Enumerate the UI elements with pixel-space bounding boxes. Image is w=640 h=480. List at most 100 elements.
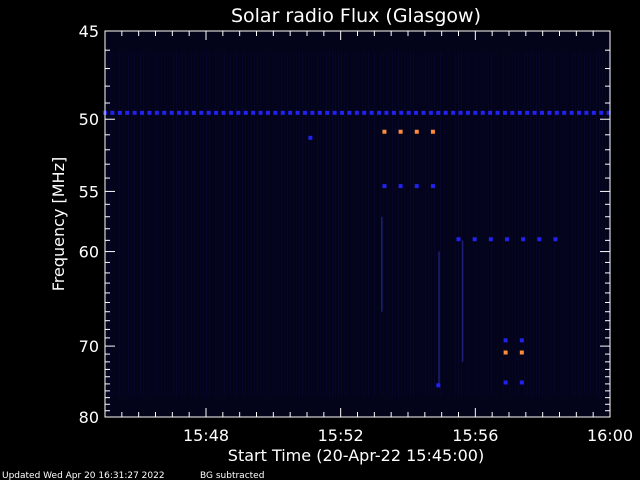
feature-dash: [214, 110, 219, 115]
noise-streak: [206, 51, 207, 397]
noise-streak: [452, 51, 453, 397]
noise-streak: [518, 51, 519, 397]
noise-streak: [497, 51, 498, 397]
noise-streak: [533, 51, 534, 397]
noise-streak: [299, 51, 300, 397]
noise-streak: [599, 51, 600, 397]
noise-streak: [569, 51, 570, 397]
noise-streak: [224, 51, 225, 397]
noise-streak: [263, 51, 264, 397]
noise-streak: [371, 51, 372, 397]
noise-streak: [566, 51, 567, 397]
noise-streak: [431, 51, 432, 397]
noise-streak: [329, 51, 330, 397]
feature-dash: [221, 110, 226, 115]
noise-streak: [455, 51, 456, 397]
noise-streak: [395, 51, 396, 397]
y-axis-label: Frequency [MHz]: [49, 157, 68, 291]
noise-streak: [164, 51, 165, 397]
feature-spot: [436, 383, 441, 388]
noise-streak: [338, 51, 339, 397]
noise-streak: [572, 51, 573, 397]
feature-dash: [503, 350, 508, 355]
feature-dash: [414, 129, 419, 134]
noise-streak: [317, 51, 318, 397]
noise-streak: [170, 51, 171, 397]
feature-dash: [369, 110, 374, 115]
feature-dash: [191, 110, 196, 115]
feature-dash: [377, 110, 382, 115]
noise-streak: [473, 51, 474, 397]
axis-ticks: 15:48 15:52 15:56 16:00 45 50 55 60 70 80: [79, 22, 633, 445]
noise-streak: [407, 51, 408, 397]
feature-dash: [384, 110, 389, 115]
noise-streak: [515, 51, 516, 397]
noise-streak: [485, 51, 486, 397]
noise-streak: [215, 51, 216, 397]
noise-streak: [269, 51, 270, 397]
feature-dash: [332, 110, 337, 115]
noise-streak: [200, 51, 201, 397]
burst-streak: [438, 251, 440, 384]
noise-streak: [383, 51, 384, 397]
noise-streak: [596, 51, 597, 397]
noise-streak: [137, 51, 138, 397]
noise-streak: [578, 51, 579, 397]
noise-streak: [152, 51, 153, 397]
noise-streak: [326, 51, 327, 397]
noise-streak: [116, 51, 117, 397]
feature-dash: [584, 110, 589, 115]
y-tick-label: 50: [79, 110, 99, 129]
noise-streak: [488, 51, 489, 397]
feature-dash: [525, 110, 530, 115]
feature-dash: [177, 110, 182, 115]
noise-streak: [527, 51, 528, 397]
feature-dash: [488, 237, 493, 242]
feature-dash: [502, 110, 507, 115]
feature-dash: [347, 110, 352, 115]
noise-streak: [386, 51, 387, 397]
noise-streak: [179, 51, 180, 397]
feature-dash: [430, 129, 435, 134]
noise-streak: [254, 51, 255, 397]
noise-streak: [251, 51, 252, 397]
noise-streak: [275, 51, 276, 397]
noise-streak: [380, 51, 381, 397]
feature-dash: [480, 110, 485, 115]
feature-dash: [162, 110, 167, 115]
noise-streak: [257, 51, 258, 397]
feature-dash: [443, 110, 448, 115]
noise-streak: [443, 51, 444, 397]
footer-updated: Updated Wed Apr 20 16:31:27 2022: [2, 471, 165, 480]
feature-dash: [110, 110, 115, 115]
feature-dash: [519, 338, 524, 343]
noise-streak: [350, 51, 351, 397]
feature-dash: [228, 110, 233, 115]
noise-streak: [209, 51, 210, 397]
noise-streak: [122, 51, 123, 397]
noise-streak: [542, 51, 543, 397]
noise-streak: [458, 51, 459, 397]
noise-streak: [197, 51, 198, 397]
feature-dash: [147, 110, 152, 115]
y-tick-label: 70: [79, 337, 99, 356]
feature-dash: [591, 110, 596, 115]
noise-streak: [218, 51, 219, 397]
noise-streak: [410, 51, 411, 397]
feature-dash: [206, 110, 211, 115]
noise-streak: [428, 51, 429, 397]
noise-streak: [155, 51, 156, 397]
noise-streak: [560, 51, 561, 397]
feature-dash: [302, 110, 307, 115]
noise-streak: [554, 51, 555, 397]
feature-dash: [199, 110, 204, 115]
noise-streak: [563, 51, 564, 397]
feature-dash: [399, 110, 404, 115]
noise-streak: [461, 51, 462, 397]
noise-streak: [449, 51, 450, 397]
noise-streak: [311, 51, 312, 397]
feature-dash: [362, 110, 367, 115]
feature-dash: [382, 184, 387, 189]
noise-streak: [194, 51, 195, 397]
